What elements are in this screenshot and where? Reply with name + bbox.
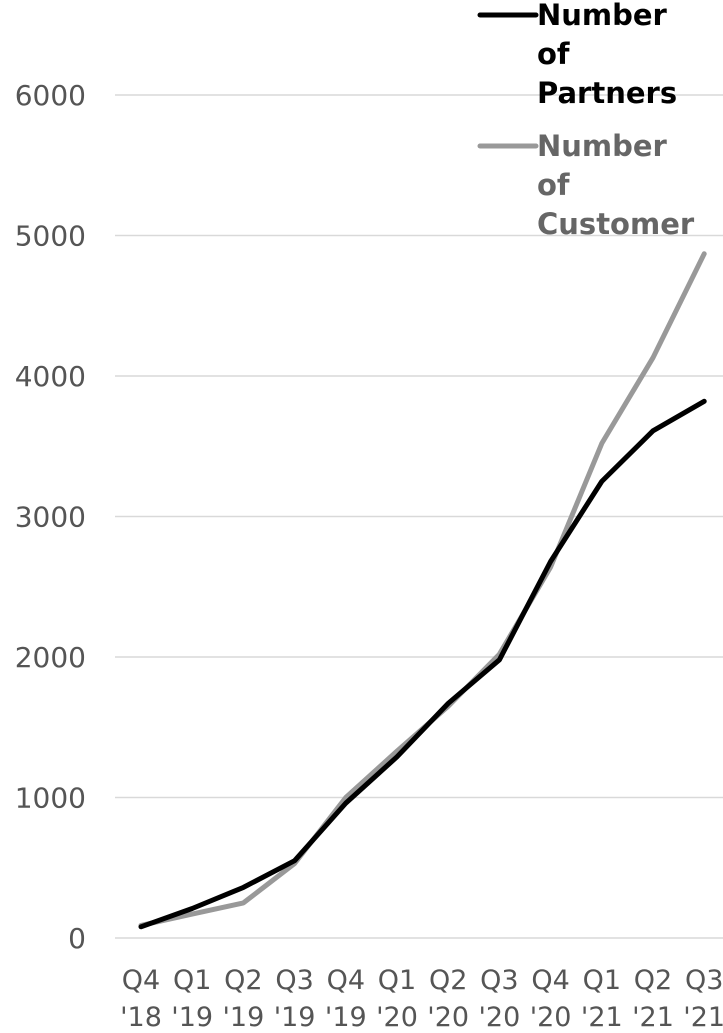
y-tick-label: 0	[68, 922, 86, 955]
legend: Number of Partners Number of Customer	[477, 0, 695, 241]
y-tick-label: 2000	[15, 641, 86, 674]
x-tick-label: Q4'19	[325, 965, 367, 1033]
x-tick-label: Q1'21	[581, 965, 623, 1033]
x-tick-label: Q3'19	[274, 965, 316, 1033]
legend-label: Number of Partners	[537, 0, 677, 110]
legend-label: Number of Customer	[537, 129, 695, 241]
x-tick-label: Q1'20	[376, 965, 418, 1033]
series-line-number-of-partners	[138, 398, 707, 930]
y-tick-label: 1000	[15, 782, 86, 815]
x-tick-label: Q2'19	[223, 965, 265, 1033]
x-tick-label: Q1'19	[171, 965, 213, 1033]
x-tick-label: Q4'18	[120, 965, 162, 1033]
x-tick-label: Q3'20	[479, 965, 521, 1033]
x-axis-ticks: Q4'18Q1'19Q2'19Q3'19Q4'19Q1'20Q2'20Q3'20…	[120, 965, 723, 1033]
series-layer	[138, 251, 707, 930]
y-tick-label: 5000	[15, 220, 86, 253]
grid-layer	[115, 94, 723, 939]
y-tick-label: 3000	[15, 501, 86, 534]
series-line-number-of-customer	[138, 251, 707, 928]
x-tick-label: Q2'20	[427, 965, 469, 1033]
y-axis-ticks: 0 1000 2000 3000 4000 5000 6000	[15, 79, 86, 955]
x-tick-label: Q2'21	[632, 965, 674, 1033]
y-tick-label: 4000	[15, 360, 86, 393]
y-tick-label: 6000	[15, 79, 86, 112]
x-tick-label: Q3'21	[683, 965, 723, 1033]
x-tick-label: Q4'20	[530, 965, 572, 1033]
